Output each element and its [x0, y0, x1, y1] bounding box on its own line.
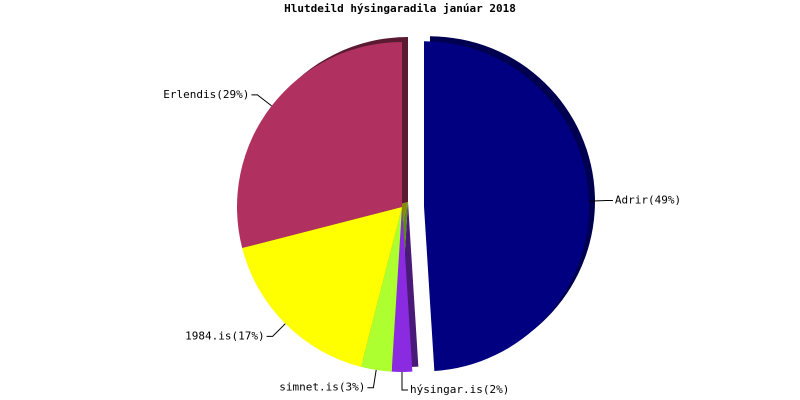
leader-line — [251, 94, 272, 107]
slice-label: simnet.is(3%) — [279, 381, 365, 394]
leader-line — [588, 200, 613, 202]
slice-label: Adrir(49%) — [615, 194, 681, 207]
leader-line — [401, 372, 408, 391]
slice — [242, 207, 402, 367]
slice-label: hýsingar.is(2%) — [410, 383, 509, 396]
slice — [360, 207, 402, 372]
slice-label: 1984.is(17%) — [185, 329, 264, 342]
slice-label: Erlendis(29%) — [163, 88, 249, 101]
slice — [391, 207, 413, 372]
slice — [423, 41, 589, 371]
leader-line — [367, 369, 377, 389]
leader-line — [266, 323, 286, 337]
chart-title: Hlutdeild hýsingaradila janúar 2018 — [284, 2, 516, 15]
slice — [237, 42, 402, 249]
